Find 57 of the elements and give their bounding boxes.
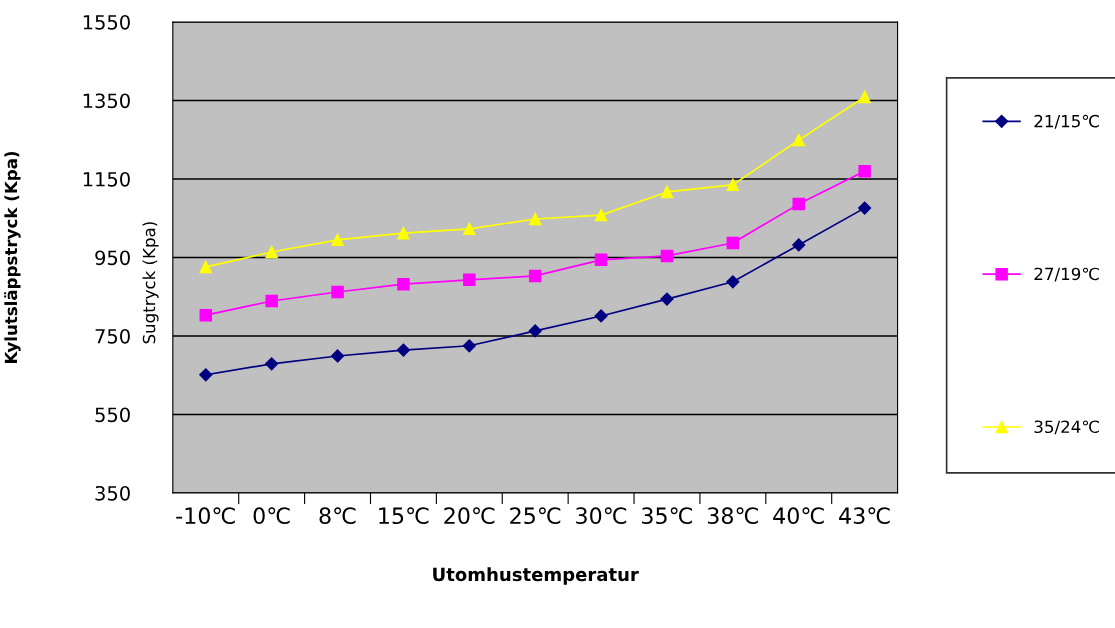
y-tick-label: 1150 xyxy=(83,171,130,187)
point xyxy=(528,324,542,338)
y-tick-label: 550 xyxy=(95,407,130,423)
point xyxy=(199,308,213,322)
y-tick-label: 1350 xyxy=(83,93,130,109)
point xyxy=(660,292,674,306)
x-tick-label: 30℃ xyxy=(576,507,627,525)
y-tick-label: 1550 xyxy=(83,14,130,30)
point xyxy=(265,294,278,308)
point xyxy=(792,133,805,147)
point xyxy=(331,233,344,247)
x-tick-label: 15℃ xyxy=(379,507,429,525)
legend-label: 35/24℃ xyxy=(1034,420,1099,435)
x-tick-label: 0℃ xyxy=(253,507,290,525)
point xyxy=(660,249,674,263)
point xyxy=(858,90,871,104)
point xyxy=(265,357,279,371)
point xyxy=(792,197,805,211)
x-tick-label: 35℃ xyxy=(642,507,693,525)
x-tick-label: 43℃ xyxy=(839,507,890,525)
point xyxy=(726,178,740,192)
x-tick-label: 25℃ xyxy=(510,507,561,525)
point xyxy=(331,285,344,299)
text: Sugtryck (Kpa) xyxy=(142,222,159,344)
point xyxy=(199,260,213,274)
point xyxy=(858,164,871,178)
point xyxy=(463,222,476,236)
legend-label: 27/19℃ xyxy=(1034,267,1099,282)
point xyxy=(792,238,806,252)
x-tick-label: 38℃ xyxy=(707,507,758,525)
point xyxy=(462,339,476,353)
x-axis-title: Utomhustemperatur xyxy=(433,567,639,585)
x-tick-label: -10℃ xyxy=(176,507,235,525)
x-tick-label: 20℃ xyxy=(444,507,495,525)
point xyxy=(660,185,674,199)
x-tick-label: 8℃ xyxy=(319,507,356,525)
y-axis-title: Kylutsläppstryck (Kpa) xyxy=(4,151,21,363)
point xyxy=(594,253,608,267)
point xyxy=(594,208,608,222)
y-tick-label: 950 xyxy=(95,250,130,266)
y-tick-label: 750 xyxy=(95,328,130,344)
point xyxy=(858,201,872,215)
point xyxy=(396,343,411,357)
point xyxy=(330,349,345,363)
point xyxy=(199,368,213,382)
point xyxy=(397,226,410,240)
point xyxy=(726,275,740,289)
point xyxy=(528,212,542,226)
point xyxy=(528,269,542,283)
y-tick-label: 350 xyxy=(95,485,130,501)
point xyxy=(726,236,740,250)
point xyxy=(594,309,608,323)
x-tick-label: 40℃ xyxy=(773,507,824,525)
point xyxy=(397,277,410,291)
point xyxy=(265,245,278,259)
point xyxy=(463,273,476,287)
legend-label: 21/15℃ xyxy=(1034,114,1099,129)
